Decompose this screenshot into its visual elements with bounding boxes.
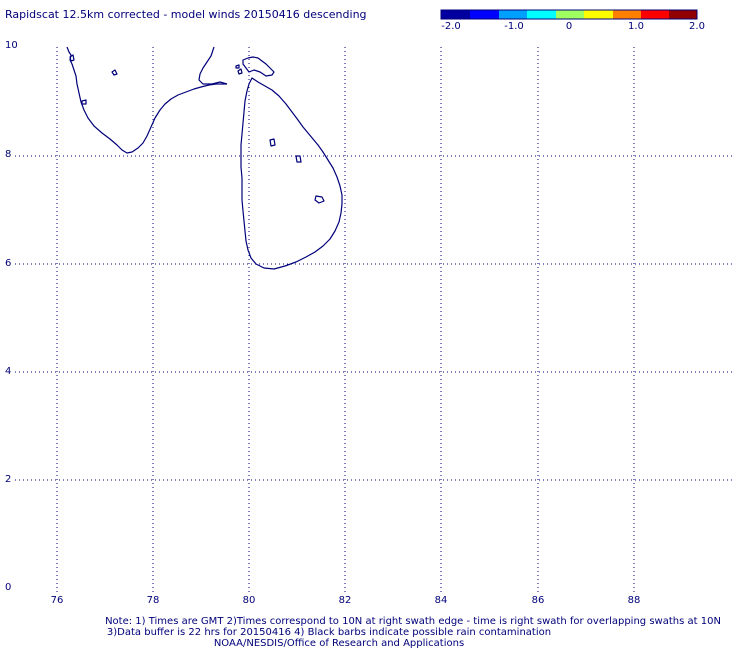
colorbar-frame <box>440 9 698 20</box>
colorbar-seg-5 <box>556 10 584 19</box>
x-tick-82: 82 <box>339 595 352 606</box>
colorbar-seg-6 <box>584 10 613 19</box>
colorbar-tick--1: -1.0 <box>504 21 524 32</box>
sri-lanka-coastline <box>240 77 343 270</box>
y-tick-10: 10 <box>5 40 18 51</box>
colorbar-seg-7 <box>613 10 641 19</box>
colorbar-tick-2: 2.0 <box>689 21 705 32</box>
colorbar-seg-4 <box>527 10 556 19</box>
y-tick-8: 8 <box>5 149 11 160</box>
note-line-1: Note: 1) Times are GMT 2)Times correspon… <box>105 616 721 627</box>
x-tick-84: 84 <box>435 595 448 606</box>
island-west-1 <box>69 54 75 62</box>
x-tick-80: 80 <box>243 595 256 606</box>
note-line-2: 3)Data buffer is 22 hrs for 20150416 4) … <box>106 627 552 638</box>
lagoon-east-1 <box>314 195 325 204</box>
y-tick-0: 0 <box>5 582 11 593</box>
x-tick-86: 86 <box>532 595 545 606</box>
island-north-1 <box>235 64 240 69</box>
map-title: Rapidscat 12.5km corrected - model winds… <box>5 8 367 21</box>
colorbar-tick--2: -2.0 <box>441 21 461 32</box>
y-tick-6: 6 <box>5 258 11 269</box>
colorbar-seg-1 <box>441 10 470 19</box>
colorbar-tick-0: 0 <box>565 21 573 32</box>
island-mannar <box>237 68 243 75</box>
x-tick-78: 78 <box>147 595 160 606</box>
colorbar-seg-2 <box>470 10 499 19</box>
x-tick-76: 76 <box>51 595 64 606</box>
y-tick-4: 4 <box>5 366 11 377</box>
lagoon-east-3 <box>269 138 276 147</box>
colorbar-seg-9 <box>669 10 697 19</box>
colorbar-seg-3 <box>499 10 527 19</box>
y-tick-2: 2 <box>5 474 11 485</box>
x-tick-88: 88 <box>628 595 641 606</box>
india-coastline <box>66 46 227 154</box>
colorbar-tick-1: 1.0 <box>628 21 644 32</box>
india-coastline-upper <box>198 46 228 85</box>
jaffna-coastline <box>242 56 275 77</box>
colorbar <box>440 9 698 20</box>
graticule <box>15 47 735 592</box>
island-west-2 <box>81 99 87 105</box>
lagoon-east-2 <box>295 155 302 163</box>
colorbar-seg-8 <box>641 10 669 19</box>
note-line-3: NOAA/NESDIS/Office of Research and Appli… <box>213 638 465 649</box>
island-palk-1 <box>111 69 118 76</box>
coastline <box>66 46 343 270</box>
